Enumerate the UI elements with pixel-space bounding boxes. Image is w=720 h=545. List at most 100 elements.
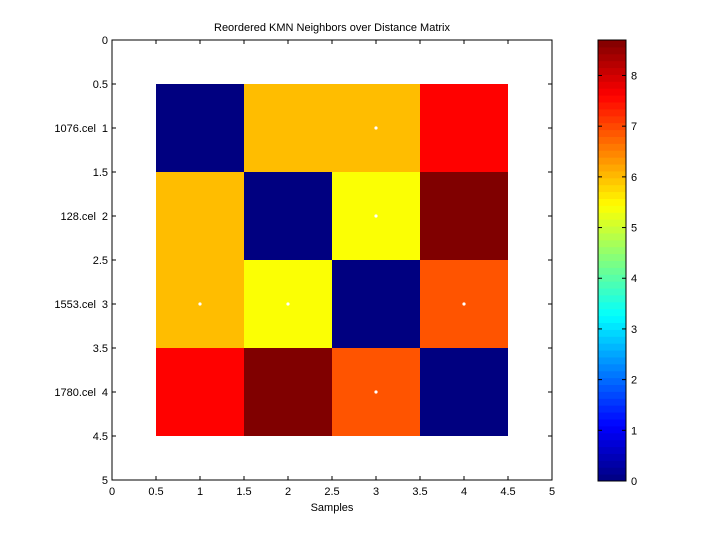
x-tick-label: 2 (285, 486, 291, 498)
heatmap-cell (156, 172, 244, 260)
colorbar-segment (598, 343, 626, 351)
neighbor-marker (374, 126, 378, 130)
colorbar-segment (598, 143, 626, 151)
heatmap-cell (332, 260, 420, 348)
colorbar-segment (598, 439, 626, 448)
colorbar-segment (598, 108, 626, 117)
colorbar-segment (598, 301, 626, 310)
colorbar-segment (598, 350, 626, 358)
chart-title: Reordered KMN Neighbors over Distance Ma… (214, 22, 450, 34)
colorbar-segment (598, 363, 626, 372)
colorbar-segment (598, 88, 626, 96)
neighbor-marker (286, 302, 290, 306)
colorbar-segment (598, 170, 626, 179)
colorbar-segment (598, 136, 626, 144)
colorbar-segment (598, 260, 626, 268)
y-tick-label: 4.5 (93, 431, 108, 443)
x-tick-label: 4.5 (500, 486, 515, 498)
x-tick-label: 2.5 (324, 486, 339, 498)
neighbor-marker (462, 302, 466, 306)
x-tick-label: 4 (461, 486, 467, 498)
colorbar-segment (598, 467, 626, 475)
row-label: 1780.cel (54, 387, 96, 399)
colorbar-segment (598, 474, 626, 482)
colorbar-segment (598, 356, 626, 365)
y-tick-label: 1.5 (93, 167, 108, 179)
heatmap-cell (244, 84, 332, 172)
x-tick-label: 3.5 (412, 486, 427, 498)
neighbor-marker (198, 302, 202, 306)
colorbar-segment (598, 198, 626, 206)
colorbar-segment (598, 405, 626, 413)
x-tick-label: 3 (373, 486, 379, 498)
colorbar-segment (598, 253, 626, 261)
y-tick-label: 4 (102, 387, 108, 399)
x-tick-label: 0 (109, 486, 115, 498)
colorbar-segment (598, 115, 626, 124)
neighbor-marker (374, 214, 378, 218)
y-tick-label: 2.5 (93, 255, 108, 267)
heatmap-cell (156, 84, 244, 172)
colorbar-segment (598, 81, 626, 89)
y-tick-label: 0.5 (93, 79, 108, 91)
colorbar-segment (598, 212, 626, 220)
colorbar-segment (598, 60, 626, 69)
colorbar-box (597, 39, 627, 482)
x-tick-label: 1.5 (236, 486, 251, 498)
neighbor-marker (374, 390, 378, 394)
colorbar-segment (598, 239, 626, 248)
row-label: 128.cel (61, 211, 96, 223)
colorbar-segment (598, 53, 626, 62)
y-tick-label: 0 (102, 35, 108, 47)
colorbar-tick-label: 8 (631, 70, 637, 82)
colorbar-tick-label: 1 (631, 425, 637, 437)
colorbar-tick-label: 4 (631, 273, 637, 285)
colorbar-segment (598, 308, 626, 317)
colorbar-segment (598, 226, 626, 234)
colorbar-tick-label: 5 (631, 223, 637, 235)
colorbar-segment (598, 74, 626, 82)
colorbar-tick-label: 3 (631, 324, 637, 336)
heatmap-cell (156, 348, 244, 436)
heatmap-cell (420, 348, 508, 436)
colorbar-segment (598, 384, 626, 392)
x-tick-label: 5 (549, 486, 555, 498)
y-tick-label: 3.5 (93, 343, 108, 355)
x-axis-label: Samples (311, 502, 354, 514)
colorbar-segment (598, 122, 626, 131)
row-label: 1553.cel (54, 299, 96, 311)
colorbar-tick-label: 0 (631, 476, 637, 488)
colorbar-segment (598, 322, 626, 330)
heatmap-cell (244, 348, 332, 436)
colorbar-segment (598, 102, 626, 110)
colorbar-segment (598, 418, 626, 427)
colorbar-segment (598, 398, 626, 406)
y-tick-label: 1 (102, 123, 108, 135)
colorbar-segment (598, 412, 626, 420)
colorbar-segment (598, 315, 626, 324)
y-tick-label: 5 (102, 475, 108, 487)
heatmap-cell (244, 172, 332, 260)
colorbar-segment (598, 432, 626, 441)
colorbar-segment (598, 177, 626, 186)
heatmap-cell (420, 172, 508, 260)
colorbar-segment (598, 67, 626, 75)
colorbar-segment (598, 191, 626, 199)
colorbar-segment (598, 205, 626, 213)
colorbar-segment (598, 40, 626, 48)
y-tick-label: 3 (102, 299, 108, 311)
colorbar-segment (598, 246, 626, 255)
colorbar-segment (598, 129, 626, 137)
colorbar-segment (598, 425, 626, 434)
colorbar-tick-label: 2 (631, 375, 637, 387)
colorbar-segment (598, 157, 626, 165)
colorbar-segment (598, 370, 626, 379)
y-tick-label: 2 (102, 211, 108, 223)
colorbar-segment (598, 274, 626, 282)
colorbar-tick-label: 6 (631, 172, 637, 184)
colorbar-segment (598, 150, 626, 158)
colorbar-segment (598, 219, 626, 227)
colorbar-segment (598, 391, 626, 399)
colorbar-segment (598, 46, 626, 55)
